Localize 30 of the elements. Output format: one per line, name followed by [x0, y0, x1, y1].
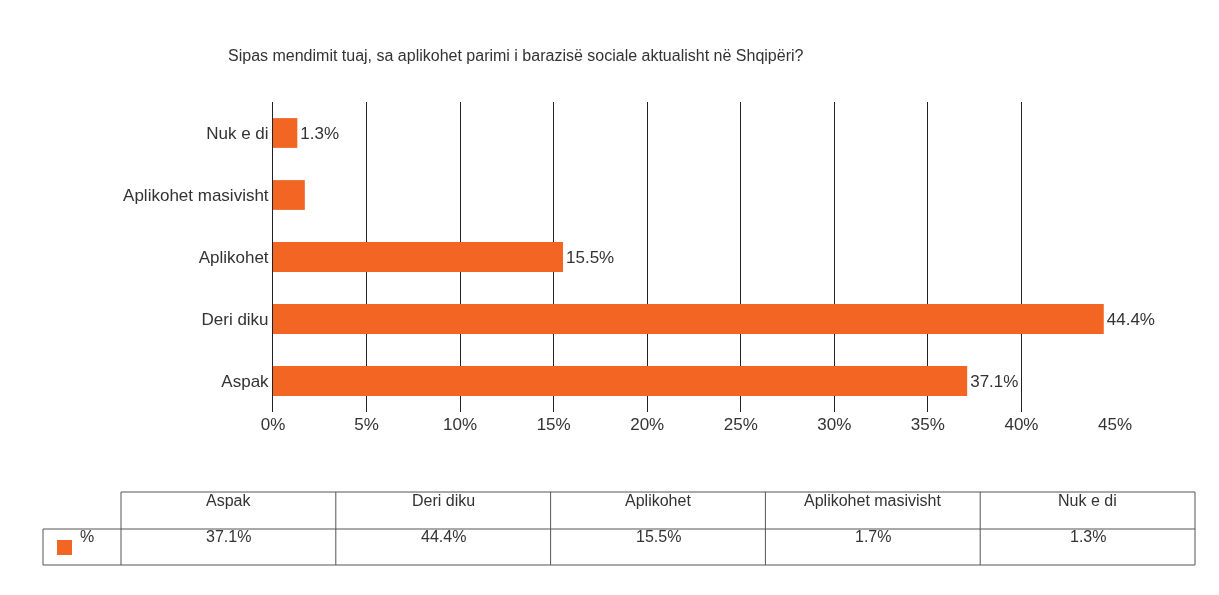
data-label: 44.4%	[1106, 309, 1155, 329]
y-tick-label: Aplikohet	[198, 247, 269, 267]
legend-label: %	[80, 528, 95, 545]
data-label: 15.5%	[566, 247, 615, 267]
y-tick-label: Nuk e di	[206, 123, 269, 143]
text: 15.5%	[636, 528, 682, 545]
text: 44.4%	[421, 528, 467, 545]
data-label: 37.1%	[970, 371, 1019, 391]
chart-title: Sipas mendimit tuaj, sa aplikohet parimi i barazisë sociale aktualisht në Shqipëri?	[228, 46, 804, 64]
text: 1.3%	[1070, 528, 1107, 545]
category-label: Aplikohet	[625, 492, 691, 509]
x-tick-label: 40%	[1004, 415, 1039, 434]
category-label: Nuk e di	[1058, 492, 1117, 509]
x-tick-label: 20%	[630, 415, 665, 434]
x-tick-label: 15%	[536, 415, 571, 434]
y-tick-label: Aspak	[221, 371, 270, 391]
x-tick-label: 35%	[910, 415, 945, 434]
x-tick-label: 10%	[443, 415, 478, 434]
text: 37.1%	[206, 528, 252, 545]
y-tick-label: Aplikohet masivisht	[123, 185, 269, 205]
data-label: 1.3%	[300, 123, 340, 143]
y-tick-label: Deri diku	[201, 309, 269, 329]
category-label: Deri diku	[412, 492, 476, 509]
text: 1.7%	[855, 528, 892, 545]
x-tick-label: 0%	[260, 415, 286, 434]
x-tick-label: 5%	[354, 415, 379, 434]
x-tick-label: 45%	[1097, 415, 1133, 434]
x-tick-label: 25%	[723, 415, 758, 434]
x-tick-label: 30%	[817, 415, 852, 434]
category-label: Aplikohet masivisht	[804, 492, 941, 509]
